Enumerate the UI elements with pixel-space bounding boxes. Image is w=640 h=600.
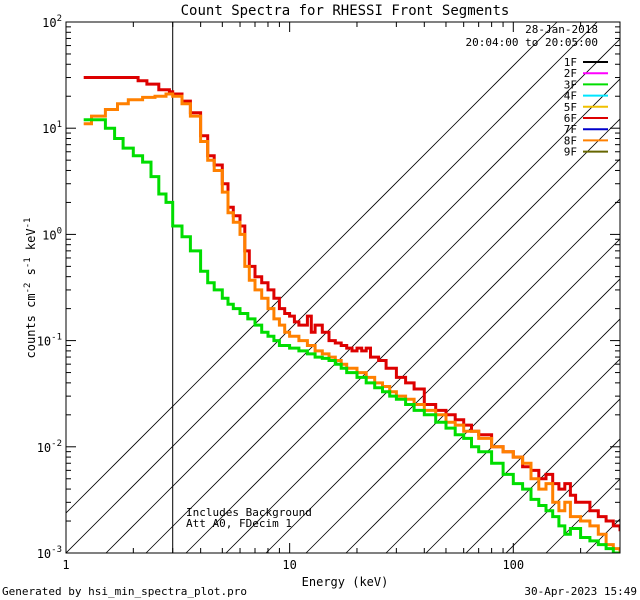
footer-generated: Generated by hsi_min_spectra_plot.pro	[2, 585, 247, 598]
y-axis-label: counts cm-2 s-1 keV-1	[23, 218, 38, 359]
y-tick-label: 102	[42, 14, 62, 30]
plot-frame	[65, 21, 621, 554]
hatch-line	[105, 38, 620, 553]
annotation-background: Includes Background	[186, 506, 312, 519]
hatch-line	[626, 22, 640, 553]
y-tick-label: 10-2	[37, 439, 62, 455]
legend-label: 3F	[564, 78, 577, 91]
series-3F-line	[83, 118, 620, 553]
x-axis-label: Energy (keV)	[302, 575, 389, 589]
hatch-line	[145, 78, 620, 553]
axis-ticks: 1 10 100 10-3 10-2 10-1 100 101 102	[37, 14, 621, 572]
legend-label: 9F	[564, 146, 577, 159]
series-6F-line	[83, 76, 620, 532]
y-tick-label: 10-3	[37, 545, 62, 561]
x-tick-label: 100	[502, 558, 524, 572]
hatch-line	[66, 22, 598, 553]
series-8F-line	[83, 92, 620, 553]
hatch-line	[505, 438, 620, 553]
date-label: 28-Jan-2018	[525, 23, 598, 36]
y-tick-label: 101	[42, 120, 62, 136]
annotation-attenuator: Att A0, FDecim 1	[186, 517, 292, 530]
hatch-line	[585, 518, 620, 553]
legend-label: 2F	[564, 67, 577, 80]
legend-label: 7F	[564, 123, 577, 136]
series-layer	[83, 76, 620, 553]
hatch-line	[185, 118, 620, 553]
x-tick-label: 1	[62, 558, 69, 572]
hatch-line	[265, 198, 620, 553]
y-tick-label: 10-1	[37, 333, 62, 349]
legend-label: 6F	[564, 112, 577, 125]
legend-block: 28-Jan-2018 20:04:00 to 20:05:00 1F2F3F4…	[466, 23, 608, 159]
legend-label: 8F	[564, 134, 577, 147]
hatch-line	[305, 238, 620, 553]
hatch-line	[66, 22, 558, 514]
chart-title: Count Spectra for RHESSI Front Segments	[181, 3, 510, 19]
hatched-region	[66, 22, 640, 553]
hatch-line	[545, 478, 620, 553]
legend-label: 4F	[564, 90, 577, 103]
legend-label: 5F	[564, 101, 577, 114]
time-range-label: 20:04:00 to 20:05:00	[466, 36, 598, 49]
y-tick-label: 100	[42, 226, 62, 242]
hatch-line	[425, 358, 620, 553]
hatch-line	[225, 158, 620, 553]
hatch-line	[465, 398, 620, 553]
x-tick-label: 10	[282, 558, 296, 572]
hatch-line	[385, 318, 620, 553]
hatch-line	[345, 278, 620, 553]
footer-timestamp: 30-Apr-2023 15:49	[524, 585, 637, 598]
legend-label: 1F	[564, 56, 577, 69]
